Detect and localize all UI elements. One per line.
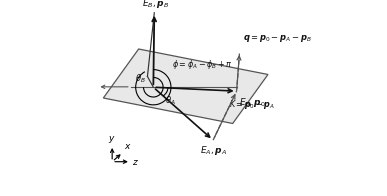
Text: z: z bbox=[132, 158, 137, 167]
Text: x: x bbox=[125, 142, 130, 151]
Text: y: y bbox=[108, 134, 114, 143]
Text: $\theta_A$: $\theta_A$ bbox=[164, 95, 175, 107]
Text: $E_A,\boldsymbol{p}_A$: $E_A,\boldsymbol{p}_A$ bbox=[200, 144, 228, 157]
Polygon shape bbox=[103, 49, 268, 123]
Text: $\theta_B$: $\theta_B$ bbox=[135, 72, 146, 85]
Text: $E_B,\boldsymbol{p}_B$: $E_B,\boldsymbol{p}_B$ bbox=[142, 0, 169, 10]
Text: $K = \boldsymbol{p}_0-\boldsymbol{p}_A$: $K = \boldsymbol{p}_0-\boldsymbol{p}_A$ bbox=[229, 98, 274, 111]
Text: $E_0,\boldsymbol{p}_0$: $E_0,\boldsymbol{p}_0$ bbox=[238, 96, 265, 109]
Text: $\boldsymbol{q} = \boldsymbol{p}_0-\boldsymbol{p}_A-\boldsymbol{p}_B$: $\boldsymbol{q} = \boldsymbol{p}_0-\bold… bbox=[243, 33, 312, 44]
Text: $\phi = \phi_A - \phi_B + \pi$: $\phi = \phi_A - \phi_B + \pi$ bbox=[172, 58, 232, 71]
